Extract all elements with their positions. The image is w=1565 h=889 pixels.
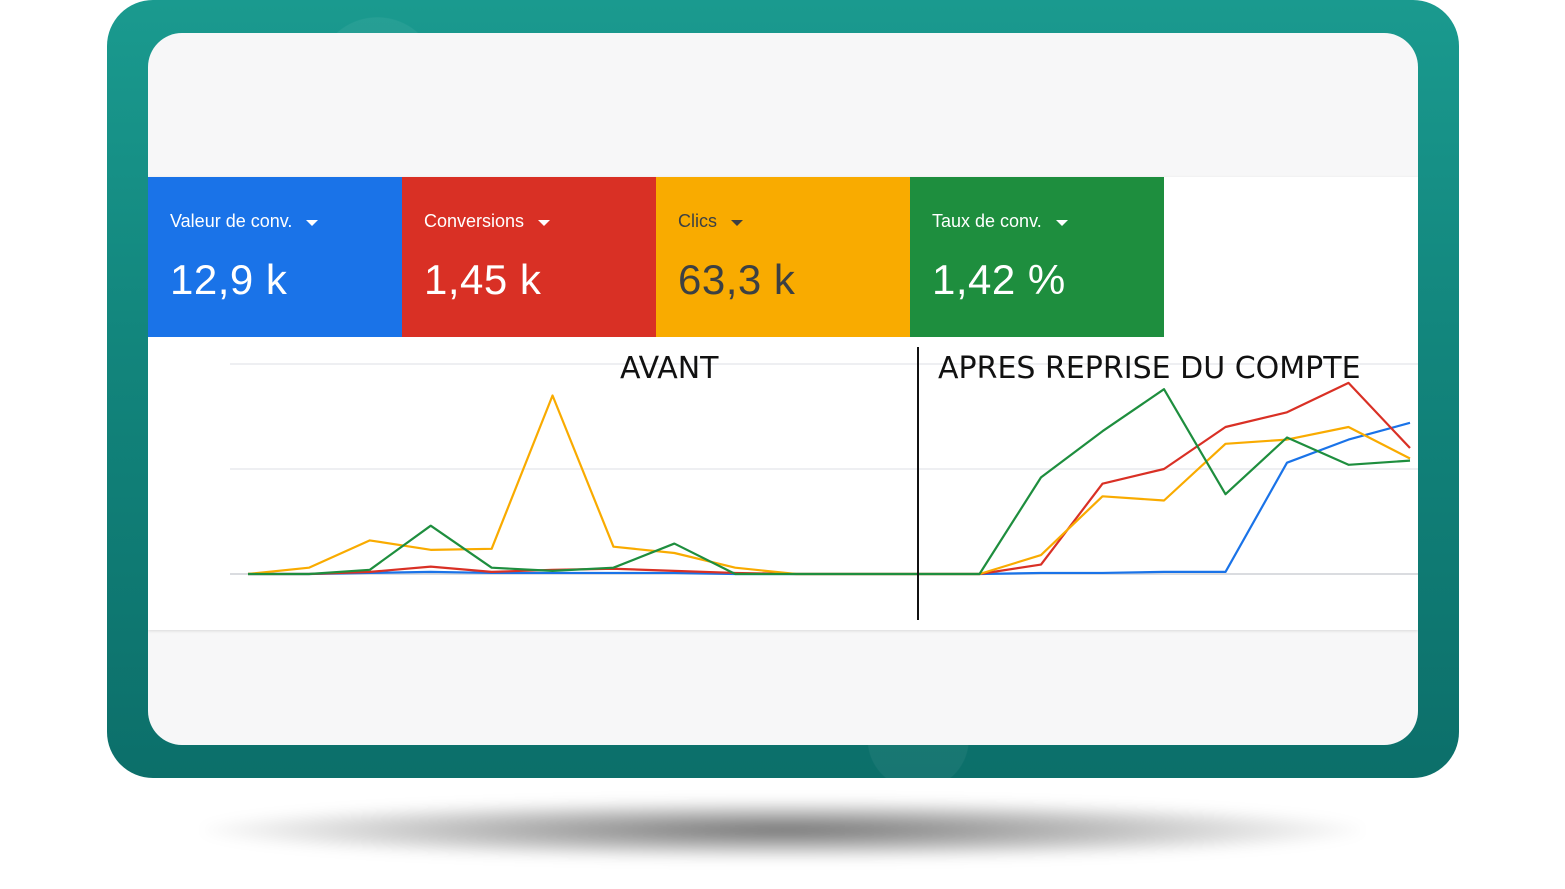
- metric-card-clicks[interactable]: Clics 63,3 k: [656, 177, 910, 337]
- caret-down-icon[interactable]: [306, 219, 319, 226]
- metric-value: 1,42 %: [932, 256, 1066, 303]
- metric-value: 12,9 k: [170, 256, 288, 303]
- drop-shadow: [200, 800, 1365, 860]
- metric-label: Clics: [678, 211, 910, 232]
- series-line-1: [248, 381, 1411, 576]
- metric-label: Valeur de conv.: [170, 211, 402, 232]
- annotation-before: AVANT: [620, 351, 719, 386]
- caret-down-icon[interactable]: [1055, 219, 1068, 226]
- performance-panel: Valeur de conv. 12,9 k Conversions 1,45 …: [148, 177, 1418, 630]
- metric-label-text: Conversions: [424, 211, 525, 231]
- screen: Valeur de conv. 12,9 k Conversions 1,45 …: [148, 33, 1418, 745]
- caret-down-icon[interactable]: [538, 219, 551, 226]
- caret-down-icon[interactable]: [731, 219, 743, 226]
- performance-line-chart: AVANT APRES REPRISE DU COMPTE: [148, 337, 1418, 630]
- metric-label: Taux de conv.: [932, 211, 1164, 232]
- metric-card-conversion-rate[interactable]: Taux de conv. 1,42 %: [910, 177, 1164, 337]
- metric-value: 63,3 k: [678, 256, 796, 303]
- annotation-after: APRES REPRISE DU COMPTE: [938, 351, 1361, 386]
- series-line-3: [248, 388, 1411, 576]
- metric-card-conversions[interactable]: Conversions 1,45 k: [402, 177, 656, 337]
- metric-label-text: Clics: [678, 211, 717, 231]
- metric-label-text: Valeur de conv.: [170, 211, 293, 231]
- metric-card-conversion-value[interactable]: Valeur de conv. 12,9 k: [148, 177, 402, 337]
- metric-value: 1,45 k: [424, 256, 542, 303]
- chart-svg: [230, 347, 1418, 620]
- metric-label-text: Taux de conv.: [932, 211, 1042, 231]
- metric-label: Conversions: [424, 211, 656, 232]
- series-line-0: [248, 421, 1411, 576]
